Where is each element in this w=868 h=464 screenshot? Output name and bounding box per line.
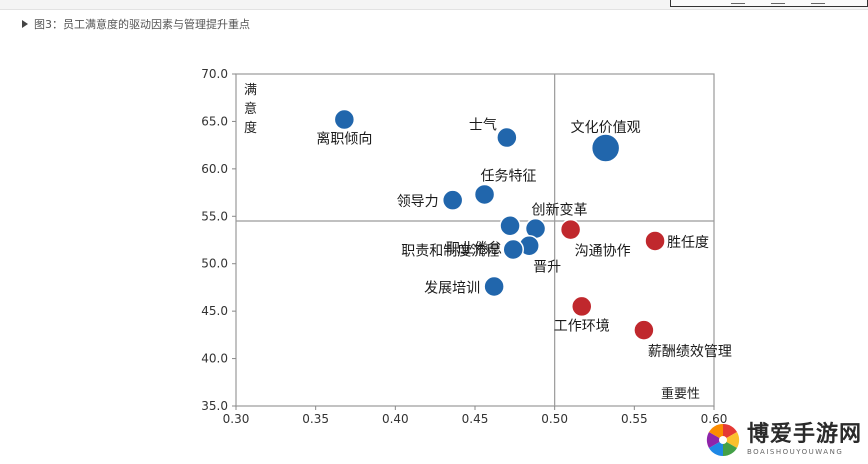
data-point: [502, 238, 524, 261]
close-icon[interactable]: [811, 0, 825, 4]
y-tick-label: 60.0: [201, 162, 228, 176]
watermark: 博爱手游网 BOAISHOUYOUWANG: [705, 422, 862, 458]
point-label: 胜任度: [667, 235, 709, 251]
caption-text: 图3：员工满意度的驱动因素与管理提升重点: [34, 18, 250, 31]
point-label: 职责和制度流程: [401, 243, 499, 259]
x-tick-label: 0.35: [302, 412, 329, 426]
data-point: [571, 295, 593, 318]
point-label: 晋升: [533, 260, 561, 276]
point-label: 工作环境: [554, 318, 610, 334]
watermark-title: 博爱手游网: [746, 422, 862, 447]
watermark-subtitle: BOAISHOUYOUWANG: [746, 448, 844, 456]
point-label: 离职倾向: [316, 131, 372, 148]
point-label: 任务特征: [481, 168, 537, 184]
x-tick-label: 0.50: [541, 412, 568, 426]
y-axis-label: 满意度: [244, 83, 257, 136]
point-label: 沟通协作: [575, 244, 631, 260]
data-point: [441, 189, 464, 211]
data-point: [483, 275, 505, 298]
point-label: 创新变革: [532, 203, 588, 219]
y-tick-label: 40.0: [201, 352, 228, 366]
data-point: [473, 183, 496, 206]
x-tick-label: 0.45: [462, 412, 489, 426]
data-point: [633, 319, 655, 341]
x-tick-label: 0.55: [621, 412, 648, 426]
minimize-icon[interactable]: [731, 0, 745, 4]
data-point: [644, 230, 666, 252]
x-tick-label: 0.40: [382, 412, 409, 426]
point-label: 发展培训: [424, 280, 480, 296]
point-label: 薪酬绩效管理: [648, 344, 732, 360]
data-point: [496, 126, 518, 149]
y-tick-label: 55.0: [201, 209, 228, 223]
point-label: 职业倦怠: [446, 241, 502, 257]
y-tick-label: 45.0: [201, 304, 228, 318]
data-point: [590, 133, 621, 163]
data-point: [333, 108, 356, 131]
y-tick-label: 35.0: [201, 399, 228, 413]
y-tick-label: 50.0: [201, 257, 228, 271]
maximize-icon[interactable]: [771, 0, 785, 4]
play-triangle-icon: [22, 20, 28, 28]
point-label: 领导力: [397, 194, 439, 210]
data-point: [499, 215, 521, 237]
y-tick-label: 70.0: [201, 67, 228, 81]
figure-caption: 图3：员工满意度的驱动因素与管理提升重点: [22, 16, 250, 32]
x-tick-label: 0.30: [223, 412, 250, 426]
x-tick-label: 0.60: [701, 412, 728, 426]
x-axis-label: 重要性: [661, 386, 700, 402]
y-tick-label: 65.0: [201, 114, 228, 128]
point-label: 士气: [469, 118, 497, 134]
point-label: 文化价值观: [571, 120, 641, 136]
pinwheel-logo-icon: [706, 423, 740, 457]
data-point: [559, 218, 582, 241]
